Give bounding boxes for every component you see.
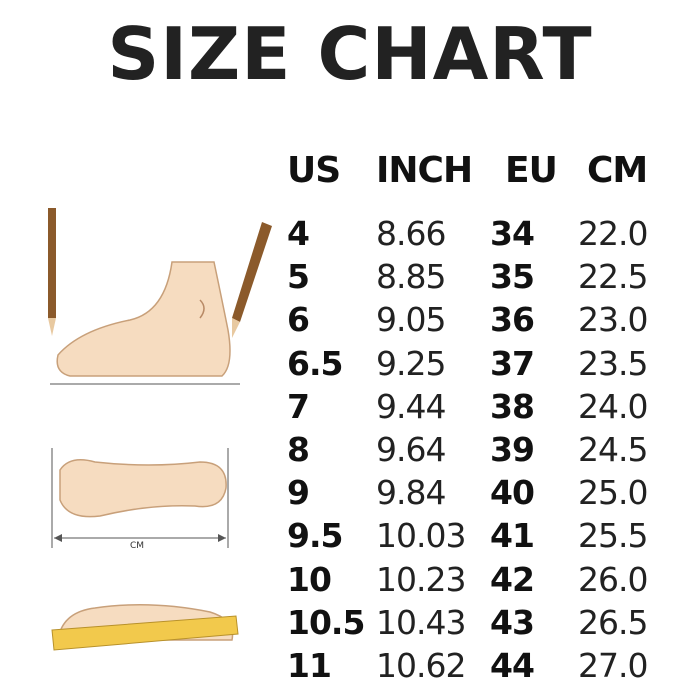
cell-eu: 35: [490, 257, 535, 297]
cell-cm: 24.0: [578, 386, 648, 426]
column-header-eu: EU: [505, 150, 558, 191]
cell-us: 6: [287, 300, 310, 340]
cell-cm: 24.5: [578, 430, 648, 469]
length-label: CM: [130, 541, 145, 551]
cell-eu: 39: [490, 430, 535, 469]
pencil-left-icon: [48, 208, 56, 318]
cell-eu: 34: [490, 214, 535, 253]
cell-eu: 36: [490, 300, 535, 340]
cell-inch: 10.03: [376, 516, 466, 556]
page-title: SIZE CHART: [107, 12, 593, 96]
cell-inch: 8.85: [376, 257, 446, 297]
cell-inch: 9.44: [376, 386, 446, 426]
cell-us: 10.5: [287, 602, 365, 642]
cell-cm: 23.0: [578, 300, 648, 340]
column-header-us: US: [287, 150, 341, 191]
ruler-foot-icon: [51, 604, 239, 651]
cell-eu: 42: [490, 559, 535, 599]
cell-cm: 27.0: [578, 646, 648, 685]
cell-cm: 22.5: [578, 257, 648, 297]
cell-us: 7: [287, 386, 310, 426]
cell-eu: 40: [490, 473, 535, 513]
cell-eu: 38: [490, 386, 535, 426]
column-header-cm: CM: [587, 150, 648, 191]
cell-us: 4: [287, 214, 310, 253]
cell-inch: 10.43: [376, 602, 466, 642]
cell-cm: 22.0: [578, 214, 648, 253]
top-foot-icon: [51, 448, 229, 548]
cell-us: 6.5: [287, 343, 343, 383]
cell-eu: 44: [490, 646, 535, 685]
cell-inch: 9.25: [376, 343, 446, 383]
cell-inch: 9.05: [376, 300, 446, 340]
cell-cm: 23.5: [578, 343, 648, 383]
cell-cm: 25.5: [578, 516, 648, 556]
cell-cm: 26.0: [578, 559, 648, 599]
cell-inch: 10.62: [376, 646, 466, 685]
cell-inch: 9.64: [376, 430, 446, 469]
cell-us: 8: [287, 430, 310, 469]
column-header-inch: INCH: [376, 150, 473, 191]
cell-inch: 8.66: [376, 214, 446, 253]
cell-eu: 41: [490, 516, 535, 556]
cell-eu: 37: [490, 343, 535, 383]
cell-inch: 9.84: [376, 473, 446, 513]
cell-eu: 43: [490, 602, 535, 642]
side-foot-icon: [48, 208, 272, 385]
cell-cm: 25.0: [578, 473, 648, 513]
cell-cm: 26.5: [578, 602, 648, 642]
cell-us: 5: [287, 257, 310, 297]
pencil-right-icon: [232, 222, 272, 322]
cell-us: 10: [287, 559, 332, 599]
cell-us: 9: [287, 473, 310, 513]
cell-us: 11: [287, 646, 332, 685]
cell-us: 9.5: [287, 516, 343, 556]
cell-inch: 10.23: [376, 559, 466, 599]
